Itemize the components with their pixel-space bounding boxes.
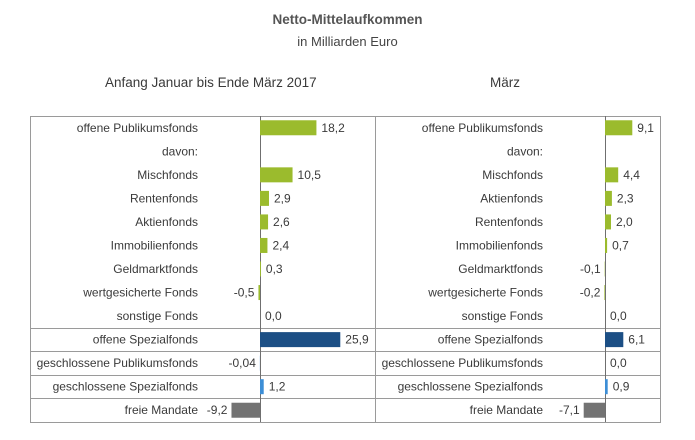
- bar: [605, 332, 624, 348]
- data-label: 0,7: [612, 238, 629, 252]
- bar: [260, 237, 268, 253]
- bar: [260, 167, 293, 183]
- category-label: geschlossene Publikumsfonds: [37, 356, 198, 370]
- bar: [583, 402, 605, 418]
- data-label: 25,9: [345, 333, 369, 347]
- category-label: Mischfonds: [482, 168, 543, 182]
- bar: [605, 214, 611, 230]
- data-label: 0,3: [266, 262, 283, 276]
- category-label: freie Mandate: [470, 403, 544, 417]
- category-label: offene Publikumsfonds: [422, 121, 543, 135]
- chart-subtitle: in Milliarden Euro: [297, 34, 398, 49]
- data-label: 18,2: [321, 121, 345, 135]
- chart-frame: [30, 116, 661, 423]
- data-label: 0,0: [610, 356, 627, 370]
- bar: [231, 402, 260, 418]
- category-label: freie Mandate: [125, 403, 199, 417]
- bar: [258, 285, 260, 301]
- data-label: 1,2: [269, 380, 286, 394]
- data-label: -0,2: [580, 286, 601, 300]
- data-label: -7,1: [559, 403, 580, 417]
- data-label: -0,5: [234, 286, 255, 300]
- bar: [605, 237, 608, 253]
- data-label: -0,04: [229, 356, 257, 370]
- category-label: Aktienfonds: [135, 215, 198, 229]
- data-label: -0,1: [580, 262, 601, 276]
- category-label: geschlossene Publikumsfonds: [382, 356, 543, 370]
- category-label: wertgesicherte Fonds: [427, 286, 543, 300]
- category-label: davon:: [162, 144, 198, 158]
- bar: [260, 261, 261, 277]
- data-label: 4,4: [623, 168, 640, 182]
- panel-heading-right: März: [490, 75, 520, 90]
- bar: [260, 190, 269, 206]
- bar: [605, 120, 633, 136]
- category-label: geschlossene Spezialfonds: [53, 380, 198, 394]
- bar: [604, 285, 605, 301]
- data-label: 10,5: [298, 168, 322, 182]
- data-label: 9,1: [637, 121, 654, 135]
- category-label: Geldmarktfonds: [113, 262, 198, 276]
- category-label: Rentenfonds: [130, 191, 198, 205]
- data-label: 0,0: [610, 309, 627, 323]
- bar: [260, 332, 341, 348]
- category-label: sonstige Fonds: [117, 309, 198, 323]
- data-label: 2,3: [617, 191, 634, 205]
- bar: [605, 167, 619, 183]
- data-label: 2,4: [272, 238, 289, 252]
- data-label: 2,0: [616, 215, 633, 229]
- data-label: 2,6: [273, 215, 290, 229]
- category-label: davon:: [507, 144, 543, 158]
- data-label: 0,0: [265, 309, 282, 323]
- category-label: offene Spezialfonds: [438, 333, 543, 347]
- category-label: Aktienfonds: [480, 191, 543, 205]
- category-label: Immobilienfonds: [111, 238, 198, 252]
- category-label: sonstige Fonds: [462, 309, 543, 323]
- category-label: offene Spezialfonds: [93, 333, 198, 347]
- category-label: Mischfonds: [137, 168, 198, 182]
- data-label: 2,9: [274, 191, 291, 205]
- category-label: geschlossene Spezialfonds: [398, 380, 543, 394]
- category-label: wertgesicherte Fonds: [82, 286, 198, 300]
- bar: [605, 379, 608, 395]
- data-label: 6,1: [628, 333, 645, 347]
- bar: [260, 214, 269, 230]
- data-label: -9,2: [207, 403, 228, 417]
- category-label: Immobilienfonds: [456, 238, 543, 252]
- bar: [260, 379, 264, 395]
- panel-heading-left: Anfang Januar bis Ende März 2017: [105, 75, 317, 90]
- bar: [260, 120, 317, 136]
- category-label: offene Publikumsfonds: [77, 121, 198, 135]
- category-label: Geldmarktfonds: [458, 262, 543, 276]
- category-label: Rentenfonds: [475, 215, 543, 229]
- data-label: 0,9: [613, 380, 630, 394]
- bar: [605, 190, 612, 206]
- chart-title: Netto-Mittelaufkommen: [272, 12, 423, 27]
